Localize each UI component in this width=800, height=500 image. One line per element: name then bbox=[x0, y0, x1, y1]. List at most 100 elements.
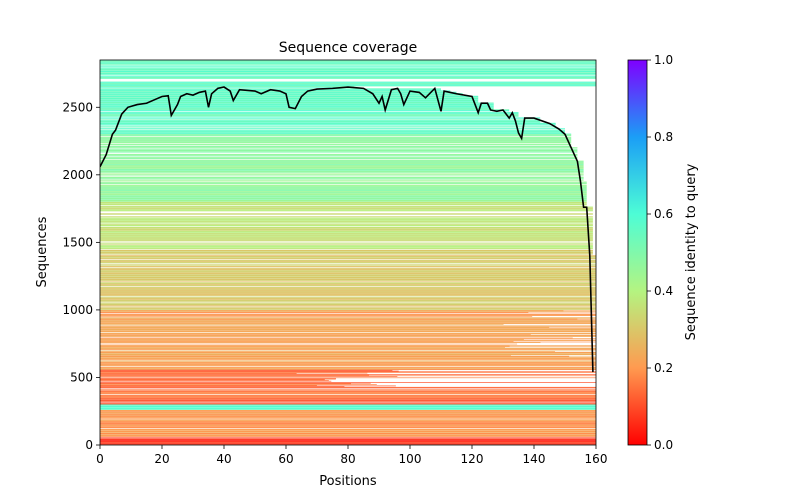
heatmap-row bbox=[100, 433, 596, 435]
heatmap-row bbox=[100, 146, 572, 148]
heatmap-row bbox=[100, 328, 596, 330]
heatmap-row bbox=[100, 340, 596, 341]
heatmap-row bbox=[100, 165, 584, 167]
heatmap-row bbox=[100, 225, 593, 227]
heatmap-row bbox=[100, 440, 596, 441]
heatmap-row bbox=[100, 214, 593, 215]
heatmap-row bbox=[100, 305, 596, 307]
heatmap-row bbox=[100, 304, 596, 306]
heatmap-row bbox=[100, 238, 593, 239]
heatmap-row bbox=[100, 195, 587, 197]
heatmap-row bbox=[100, 334, 596, 336]
heatmap-row bbox=[100, 333, 596, 335]
heatmap-row bbox=[100, 330, 596, 331]
heatmap-row bbox=[100, 86, 355, 88]
heatmap-row bbox=[100, 424, 596, 425]
heatmap-row bbox=[100, 192, 587, 194]
heatmap-row bbox=[100, 135, 572, 137]
heatmap-row bbox=[100, 442, 596, 443]
heatmap-row bbox=[100, 60, 596, 62]
heatmap-row bbox=[100, 263, 596, 265]
x-tick-label: 20 bbox=[154, 452, 169, 466]
heatmap-row bbox=[100, 120, 541, 121]
heatmap-row bbox=[100, 61, 596, 63]
heatmap-row bbox=[100, 390, 596, 392]
heatmap-row bbox=[100, 285, 596, 287]
heatmap-row bbox=[100, 357, 596, 358]
heatmap-row bbox=[100, 88, 441, 90]
x-tick-label: 140 bbox=[523, 452, 546, 466]
heatmap-row bbox=[100, 219, 593, 221]
colorbar-tick-label: 0.4 bbox=[654, 284, 673, 298]
heatmap-row bbox=[100, 107, 494, 109]
heatmap-row bbox=[100, 203, 587, 205]
heatmap-row bbox=[100, 157, 578, 159]
heatmap-row bbox=[100, 176, 584, 178]
heatmap-row bbox=[100, 343, 518, 345]
heatmap-row bbox=[100, 324, 504, 325]
heatmap-row bbox=[100, 373, 297, 375]
heatmap-row bbox=[100, 298, 596, 300]
heatmap-row bbox=[100, 244, 593, 246]
heatmap-row bbox=[100, 329, 596, 331]
heatmap-row bbox=[100, 277, 596, 279]
heatmap-row bbox=[100, 147, 578, 149]
heatmap-row bbox=[100, 133, 572, 135]
heatmap-row bbox=[100, 419, 596, 421]
heatmap-row bbox=[100, 84, 596, 85]
heatmap-row bbox=[100, 251, 593, 252]
heatmap-row bbox=[100, 422, 596, 423]
heatmap-row bbox=[100, 149, 578, 150]
heatmap-row bbox=[100, 307, 596, 308]
heatmap-row bbox=[100, 392, 596, 394]
heatmap-row bbox=[100, 255, 596, 256]
heatmap-row bbox=[100, 359, 596, 361]
heatmap-row bbox=[100, 227, 593, 229]
heatmap-row bbox=[100, 139, 572, 141]
x-tick-label: 40 bbox=[216, 452, 231, 466]
heatmap-row bbox=[100, 82, 596, 84]
heatmap-row bbox=[100, 375, 596, 377]
heatmap-row bbox=[100, 286, 596, 288]
heatmap-row bbox=[100, 228, 593, 230]
heatmap-row bbox=[100, 207, 593, 209]
heatmap-row bbox=[100, 384, 317, 386]
heatmap-row bbox=[100, 374, 596, 375]
heatmap-row bbox=[100, 391, 596, 393]
heatmap-row bbox=[100, 271, 596, 273]
heatmap-row bbox=[100, 326, 596, 327]
heatmap-row bbox=[100, 243, 593, 244]
heatmap-row bbox=[100, 362, 596, 364]
heatmap-row bbox=[100, 233, 593, 235]
heatmap-row bbox=[100, 278, 596, 280]
heatmap-row bbox=[100, 279, 596, 281]
heatmap-row bbox=[100, 290, 596, 291]
heatmap-row bbox=[100, 202, 587, 204]
heatmap-row bbox=[100, 107, 494, 108]
heatmap-row bbox=[100, 210, 593, 212]
heatmap-row bbox=[100, 378, 336, 380]
colorbar-tick-label: 0.8 bbox=[654, 130, 673, 144]
heatmap-row bbox=[100, 178, 584, 180]
heatmap-row bbox=[100, 172, 584, 173]
heatmap-row bbox=[100, 241, 593, 243]
heatmap-row bbox=[100, 231, 593, 233]
heatmap-row bbox=[100, 83, 596, 85]
heatmap-row bbox=[100, 382, 371, 384]
heatmap-row bbox=[100, 218, 593, 219]
heatmap-row bbox=[100, 189, 587, 191]
heatmap-row bbox=[100, 322, 596, 324]
heatmap-row bbox=[100, 139, 572, 140]
heatmap-row bbox=[100, 401, 596, 402]
heatmap-row bbox=[100, 272, 596, 274]
heatmap-row bbox=[100, 443, 596, 445]
heatmap-row bbox=[100, 376, 398, 377]
heatmap-row bbox=[100, 372, 596, 373]
heatmap-row bbox=[100, 345, 596, 346]
heatmap-row bbox=[100, 273, 596, 275]
heatmap-row bbox=[100, 191, 587, 193]
heatmap-row bbox=[100, 178, 584, 179]
heatmap-row bbox=[100, 161, 584, 163]
heatmap-row bbox=[100, 361, 596, 363]
